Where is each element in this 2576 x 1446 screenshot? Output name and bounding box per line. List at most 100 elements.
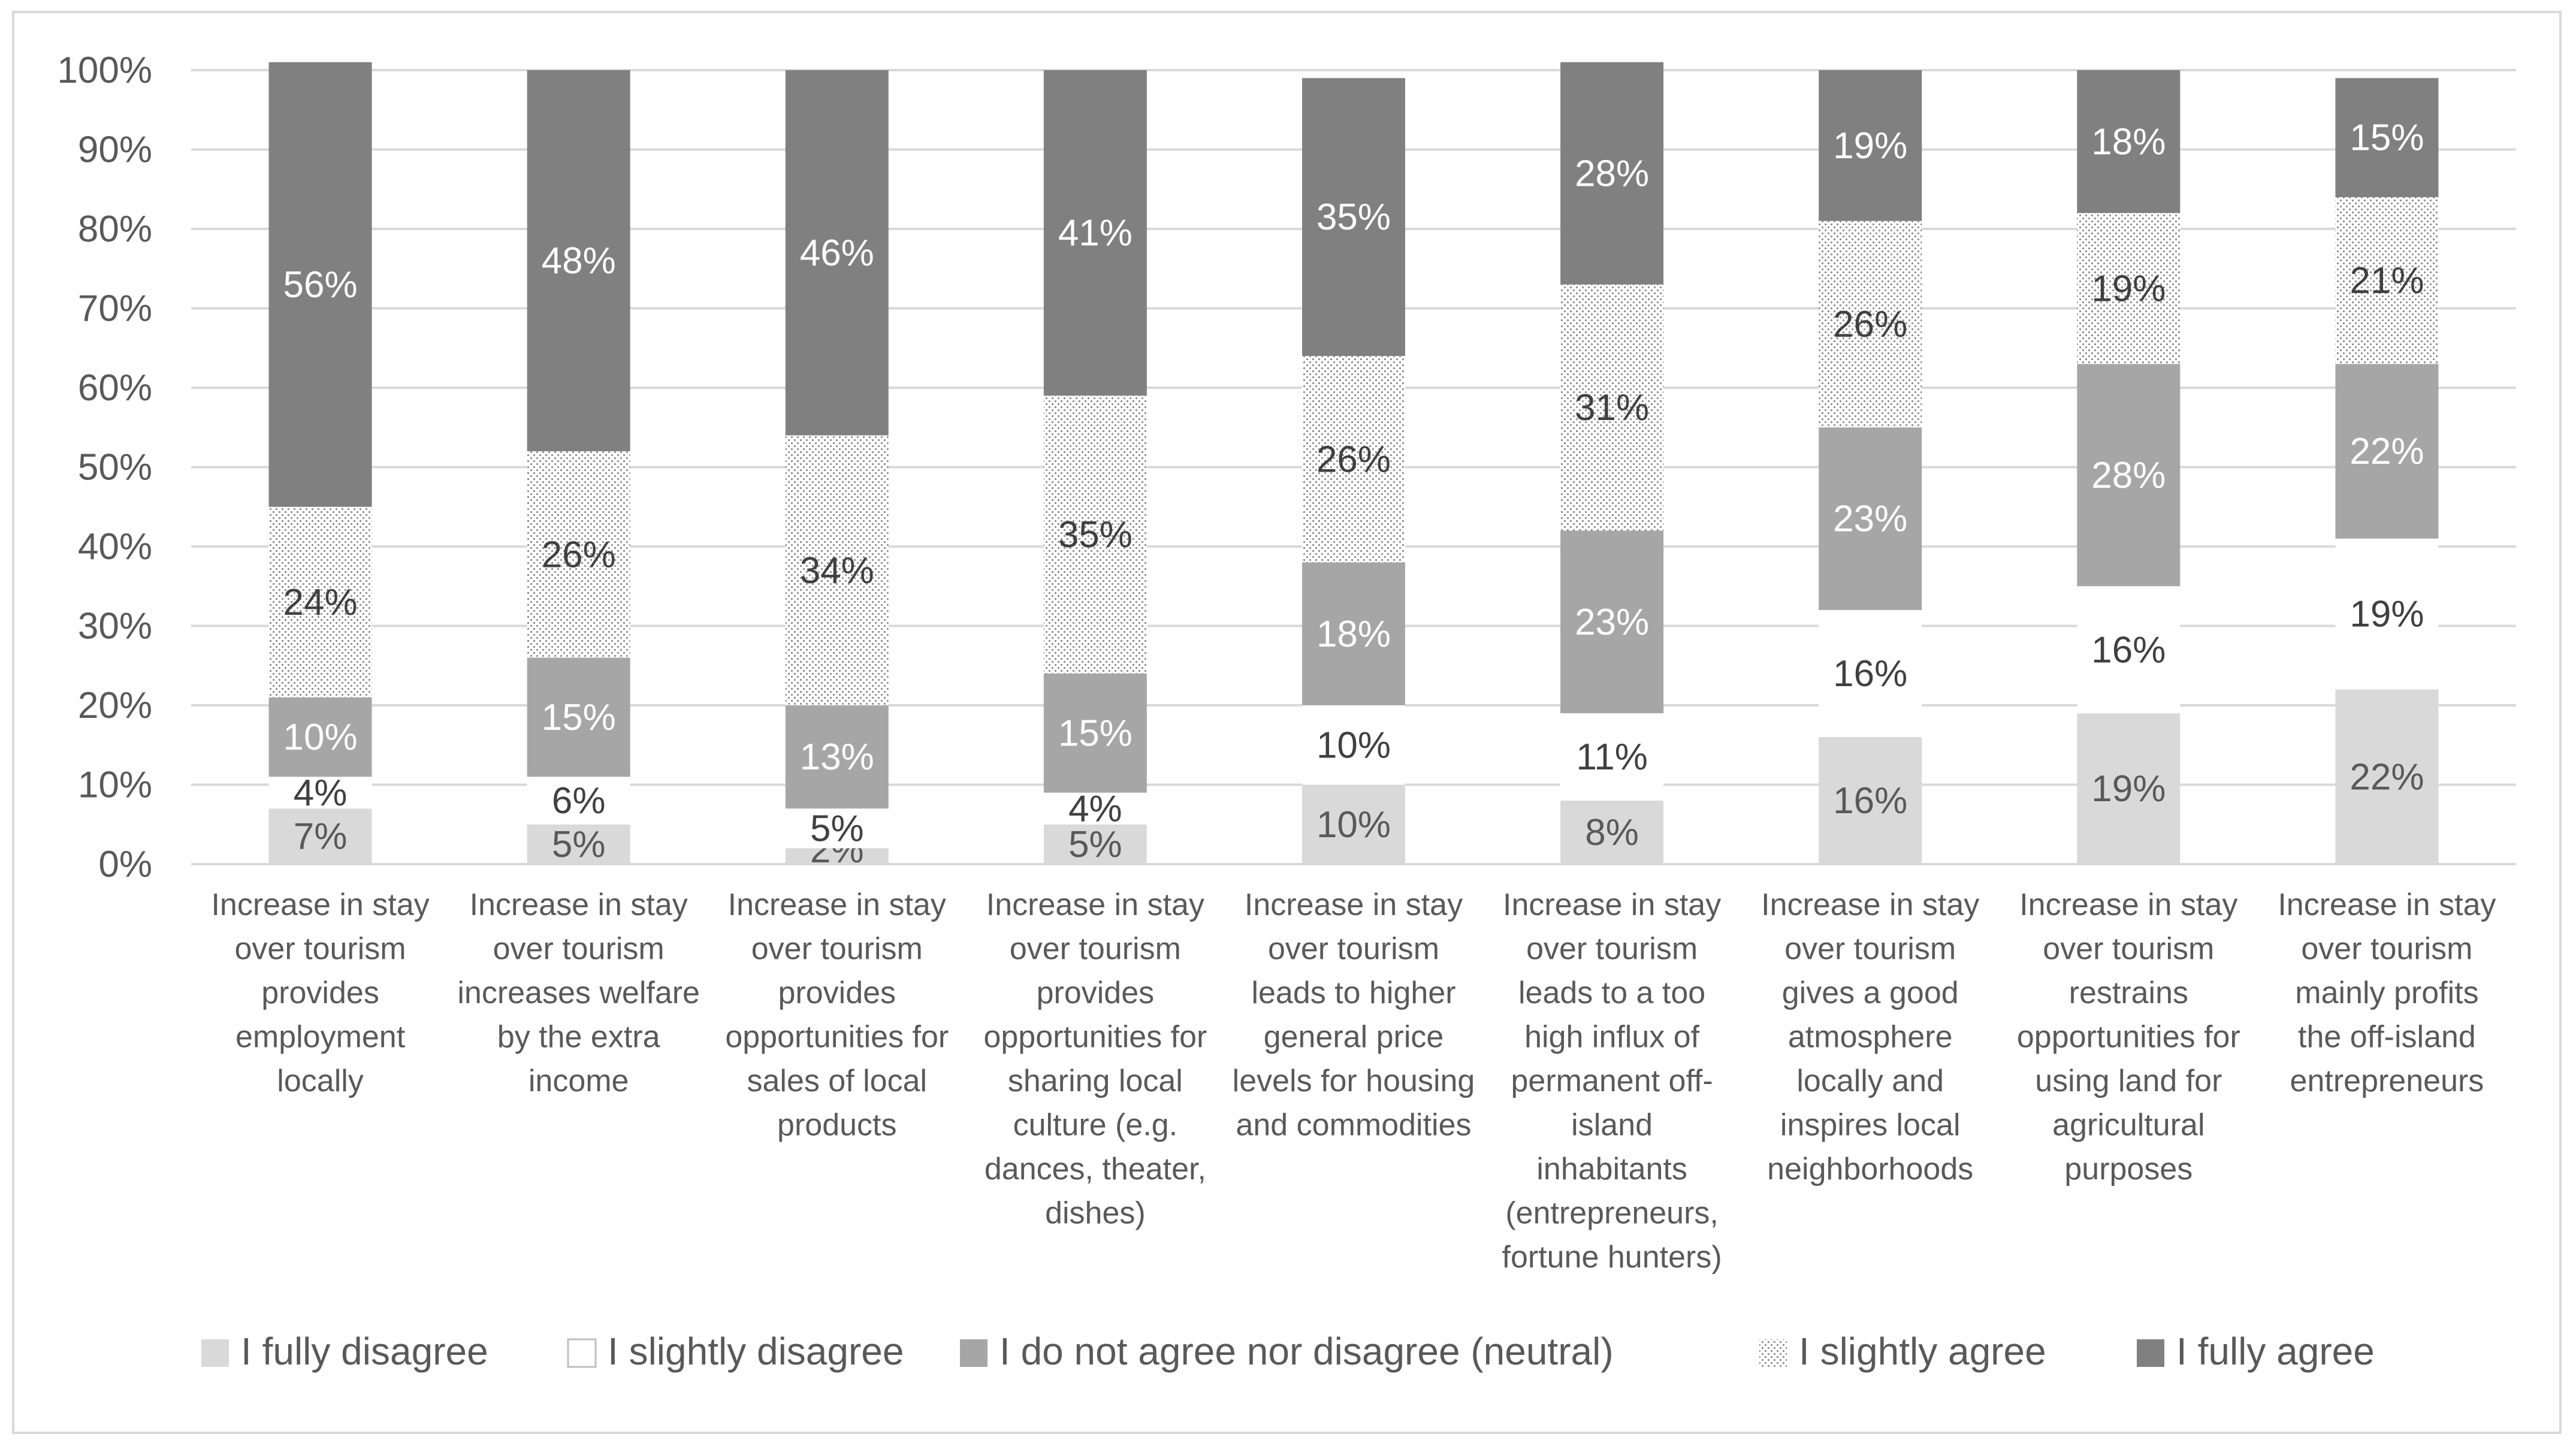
data-label: 13%	[800, 736, 874, 778]
data-label: 4%	[1068, 788, 1122, 829]
y-axis: 0% 10% 20% 30% 40% 50% 60% 70% 80% 90% 100%	[57, 50, 152, 885]
data-label: 24%	[283, 582, 358, 623]
x-axis: Increase in stay over tourism provides empl…	[211, 887, 2496, 1275]
data-label: 46%	[800, 233, 874, 274]
bar-segment	[2335, 78, 2439, 197]
bar-segment	[268, 506, 372, 698]
bar-segment	[1819, 221, 1922, 428]
data-label: 48%	[542, 240, 616, 282]
bar-segment	[1302, 562, 1405, 705]
data-label: 19%	[2349, 594, 2424, 635]
data-label: 19%	[1833, 125, 1907, 167]
data-label: 41%	[1058, 213, 1133, 254]
bar-segment	[268, 62, 372, 507]
data-label: 5%	[552, 824, 606, 865]
bar-segment	[1043, 70, 1147, 396]
data-label: 18%	[1316, 614, 1391, 655]
data-label: 15%	[1058, 713, 1133, 754]
bar-segment	[268, 697, 372, 777]
bar-segment	[268, 808, 372, 864]
bar-segment	[527, 70, 630, 451]
y-tick-label: 0%	[98, 844, 152, 885]
data-label: 35%	[1058, 514, 1133, 556]
bar-segment	[1819, 427, 1922, 610]
legend-swatch	[1759, 1339, 1787, 1367]
bar-segment	[1302, 705, 1405, 785]
bar-segment	[527, 657, 630, 777]
y-tick-label: 10%	[78, 765, 152, 806]
bar-segment	[2335, 538, 2439, 690]
data-label: 16%	[1833, 653, 1907, 695]
data-label: 26%	[542, 534, 616, 575]
bar-segment	[2077, 586, 2181, 714]
data-label: 28%	[2091, 455, 2166, 496]
legend-swatch	[567, 1338, 597, 1368]
bar-segment	[268, 777, 372, 809]
data-label: 18%	[2091, 121, 2166, 162]
category-label: Increase in stay over tourism provides oppo…	[983, 887, 1207, 1231]
data-label: 5%	[1068, 824, 1122, 865]
data-label: 31%	[1575, 387, 1649, 428]
data-label: 6%	[552, 780, 606, 822]
category-label: Increase in stay over tourism provides oppo…	[725, 887, 949, 1143]
data-label: 10%	[283, 717, 358, 758]
data-label: 56%	[283, 264, 358, 306]
data-label: 22%	[2349, 431, 2424, 472]
data-label: 23%	[1833, 499, 1907, 540]
bar-segment	[785, 435, 889, 705]
legend-label: I fully disagree	[241, 1330, 488, 1373]
stacked-bar-chart: 0%10%20%30%40%50%60%70%80%90%100% 7%4%10…	[57, 50, 2516, 1373]
legend-label: I do not agree nor disagree (neutral)	[999, 1330, 1614, 1373]
data-label: 4%	[294, 772, 348, 814]
category-label: Increase in stay over tourism leads to hig…	[1233, 887, 1475, 1143]
bars: 7%4%10%24%56%5%6%15%26%48%2%5%13%34%46%5…	[268, 62, 2439, 871]
y-tick-label: 100%	[57, 50, 152, 91]
bar-segment	[785, 70, 889, 436]
bar-segment	[1043, 792, 1147, 825]
legend-label: I slightly agree	[1799, 1330, 2046, 1373]
bar-segment	[1043, 824, 1147, 864]
bar-segment	[1302, 784, 1405, 864]
bar-segment	[1560, 62, 1664, 285]
legend-swatch	[960, 1339, 987, 1367]
data-label: 19%	[2091, 268, 2166, 309]
category-label: Increase in stay over tourism leads to a t…	[1502, 887, 1722, 1275]
legend-swatch	[201, 1339, 229, 1367]
data-label: 5%	[810, 808, 864, 849]
data-label: 19%	[2091, 768, 2166, 810]
bar-segment	[2077, 364, 2181, 587]
bar-segment	[1043, 674, 1147, 793]
bar-segment	[1302, 356, 1405, 563]
y-tick-label: 30%	[78, 606, 152, 647]
category-label: Increase in stay over tourism mainly profi…	[2278, 887, 2496, 1098]
data-label: 28%	[1575, 153, 1649, 194]
data-label: 15%	[542, 697, 616, 738]
data-label: 34%	[800, 550, 874, 591]
bar-segment	[2335, 689, 2439, 864]
legend: I fully disagree I slightly disagree I do …	[201, 1330, 2375, 1373]
data-label: 11%	[1576, 736, 1648, 778]
data-label: 8%	[1585, 812, 1639, 853]
data-label: 21%	[2349, 260, 2424, 301]
bar-segment	[1302, 78, 1405, 356]
bar-segment	[785, 808, 889, 849]
bar-segment	[527, 451, 630, 658]
bar-segment	[1560, 713, 1664, 801]
bar-segment	[527, 777, 630, 825]
legend-swatch	[2137, 1339, 2164, 1367]
bar-segment	[1560, 801, 1664, 864]
bar-segment	[1819, 737, 1922, 864]
data-label: 26%	[1833, 304, 1907, 345]
bar-segment	[785, 848, 889, 864]
bar-segment	[1819, 70, 1922, 221]
data-label: 10%	[1316, 804, 1391, 846]
y-tick-label: 20%	[78, 685, 152, 726]
bar-segment	[2077, 213, 2181, 364]
data-label: 16%	[2091, 629, 2166, 671]
bar-segment	[1560, 530, 1664, 714]
bar-segment	[2335, 364, 2439, 539]
legend-label: I fully agree	[2176, 1330, 2375, 1373]
category-label: Increase in stay over tourism restrains opp…	[2017, 887, 2240, 1187]
data-label: 26%	[1316, 439, 1391, 480]
bar-segment	[2335, 197, 2439, 364]
